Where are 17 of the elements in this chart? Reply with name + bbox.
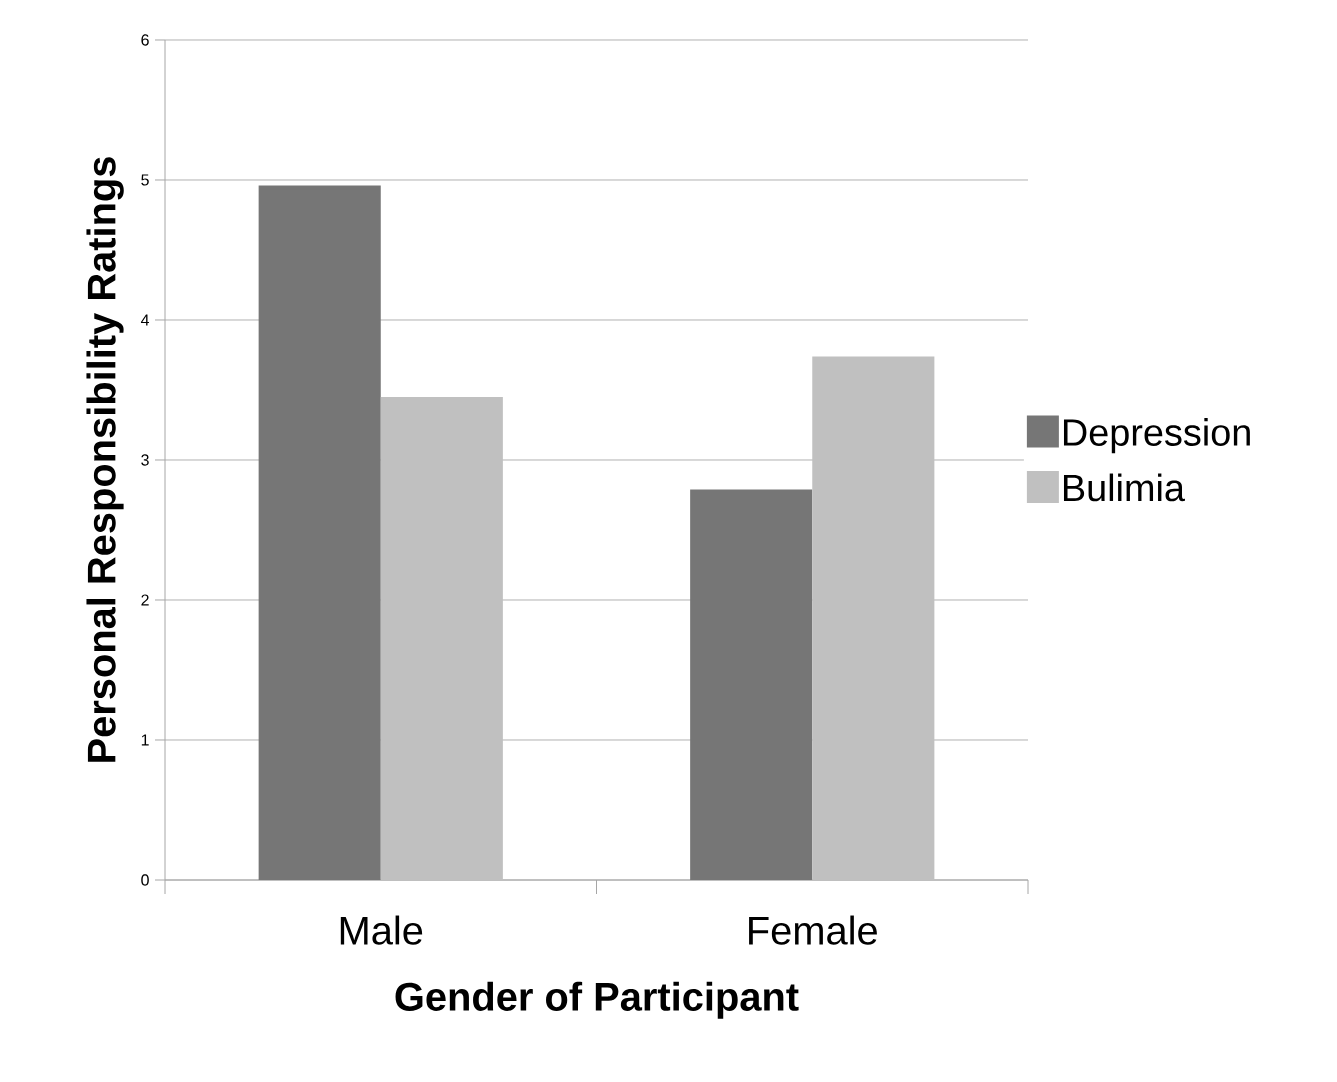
x-axis-title: Gender of Participant	[395, 981, 799, 1019]
y-tick-label: 2	[141, 594, 149, 606]
bar	[812, 356, 935, 880]
y-tick-label: 3	[141, 454, 149, 466]
y-tick-label: 6	[141, 34, 149, 46]
y-tick-label: 0	[141, 874, 149, 886]
legend-label: Depression	[1063, 418, 1250, 454]
x-tick-label: Male	[340, 915, 423, 945]
bar	[690, 489, 813, 880]
legend-label: Bulimia	[1063, 473, 1185, 502]
y-tick-label: 4	[140, 314, 150, 326]
bar	[380, 397, 503, 880]
y-tick-label: 1	[141, 734, 149, 746]
y-axis-title: Personal Responsibility Ratings	[86, 157, 124, 762]
x-tick-label: Female	[749, 915, 877, 945]
y-tick-label: 5	[141, 174, 149, 186]
bar	[258, 185, 381, 880]
